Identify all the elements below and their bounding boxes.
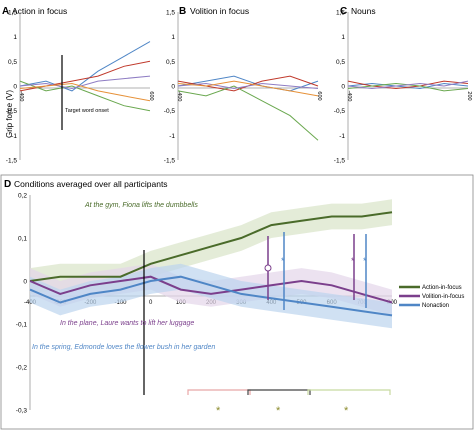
y-tick-label: -1: [11, 133, 17, 140]
panel-c: C Nouns 1,5 1 0,5 0 -0,5 -1 -1,5 -400 200: [334, 6, 472, 165]
y-tick-label: -1: [169, 133, 175, 140]
x-tick-label: 100: [176, 300, 187, 306]
x-tick-label: -400: [176, 90, 182, 101]
x-tick-label: 200: [466, 91, 472, 100]
sig-star-3: *: [344, 405, 349, 417]
x-tick-label: 0: [149, 300, 153, 306]
y-tick-label: -0,2: [16, 365, 28, 372]
y-tick-label: 0,5: [8, 59, 17, 66]
series-line: [177, 75, 319, 92]
legend: Action-in-focus Volition-in-focus Nonact…: [399, 285, 464, 309]
y-tick-label: 0,5: [336, 59, 345, 66]
y-tick-label: 1: [171, 34, 175, 41]
y-tick-label: 0,2: [18, 193, 27, 200]
y-tick-label: -0,5: [164, 108, 176, 115]
target-onset-label: Target word onset: [65, 108, 109, 114]
panel-c-letter: C: [340, 6, 347, 17]
x-tick-label: 600: [148, 91, 154, 100]
y-tick-label: 0,1: [18, 236, 27, 243]
panel-d-frame: [0, 174, 474, 430]
series-line: [177, 82, 319, 90]
series-line: [177, 85, 319, 141]
y-tick-label: -0,5: [334, 108, 346, 115]
y-tick-label: -1,5: [334, 158, 346, 165]
y-tick-label: 0: [13, 84, 17, 91]
series-line: [19, 82, 151, 102]
y-tick-label: -1: [339, 133, 345, 140]
panel-a: A Action in focus 1,5 1 0,5 0 -0,5 -1 -1,5 -40…: [2, 6, 154, 165]
series-line: [29, 275, 393, 304]
panel-d: D Conditions averaged over all participa…: [4, 179, 464, 417]
y-tick-label: 0: [171, 84, 175, 91]
legend-volition: Volition-in-focus: [422, 294, 464, 300]
series-line: [29, 211, 393, 282]
x-tick-label: -400: [346, 90, 352, 101]
panel-b: B Volition in focus 1,5 1 0,5 0 -0,5 -1 -1,5 -…: [164, 6, 322, 165]
confidence-band: [30, 263, 392, 329]
y-tick-label: -1,5: [164, 158, 176, 165]
series-line: [19, 41, 151, 92]
x-tick-label: 800: [387, 300, 398, 306]
sig-star-2: *: [276, 405, 281, 417]
y-tick-label: 0: [341, 84, 345, 91]
series-line: [347, 80, 469, 90]
sig-star-1: *: [216, 405, 221, 417]
legend-action: Action-in-focus: [422, 285, 462, 291]
x-tick-label: -100: [114, 300, 127, 306]
marker-star-volition-2: *: [351, 256, 355, 266]
marker-circle: [264, 264, 272, 272]
series-line: [177, 80, 319, 97]
y-tick-label: 1: [341, 34, 345, 41]
panel-b-title: Volition in focus: [190, 6, 249, 16]
y-tick-label: 1,5: [336, 10, 345, 17]
sentence-action: At the gym, Fiona lifts the dumbbells: [84, 202, 198, 209]
x-tick-label: 600: [316, 91, 322, 100]
panel-c-title: Nouns: [351, 6, 376, 16]
sentence-volition: In the plane, Laure wants to lift her lu…: [60, 320, 194, 327]
y-tick-label: 1: [13, 34, 17, 41]
panel-a-ylabel: Grip force (V): [5, 90, 14, 138]
y-tick-label: 0: [23, 279, 27, 286]
series-line: [19, 80, 151, 112]
panel-a-title: Action in focus: [12, 6, 67, 16]
series-line: [19, 75, 151, 90]
panel-d-letter: D: [4, 179, 11, 190]
panel-b-letter: B: [179, 6, 186, 17]
x-tick-label: -400: [18, 90, 24, 101]
sentence-noun: In the spring, Edmonde loves the flower …: [32, 344, 215, 351]
marker-star-noun-1: *: [281, 256, 285, 266]
series-line: [29, 275, 393, 317]
significance-brackets: * * *: [187, 389, 391, 417]
y-tick-label: -0,3: [16, 408, 28, 415]
panel-d-title: Conditions averaged over all participant…: [14, 179, 168, 189]
y-tick-label: 1,5: [166, 10, 175, 17]
marker-star-noun-2: *: [363, 256, 367, 266]
series-line: [347, 80, 469, 90]
y-tick-label: -0,1: [16, 322, 28, 329]
y-tick-label: -1,5: [6, 158, 18, 165]
x-tick-label: -400: [24, 300, 37, 306]
legend-noun: Nonaction: [422, 303, 449, 309]
y-tick-label: 1,5: [8, 10, 17, 17]
y-tick-label: 0,5: [166, 59, 175, 66]
y-tick-label: -0,5: [6, 108, 18, 115]
panel-a-letter: A: [2, 6, 9, 17]
